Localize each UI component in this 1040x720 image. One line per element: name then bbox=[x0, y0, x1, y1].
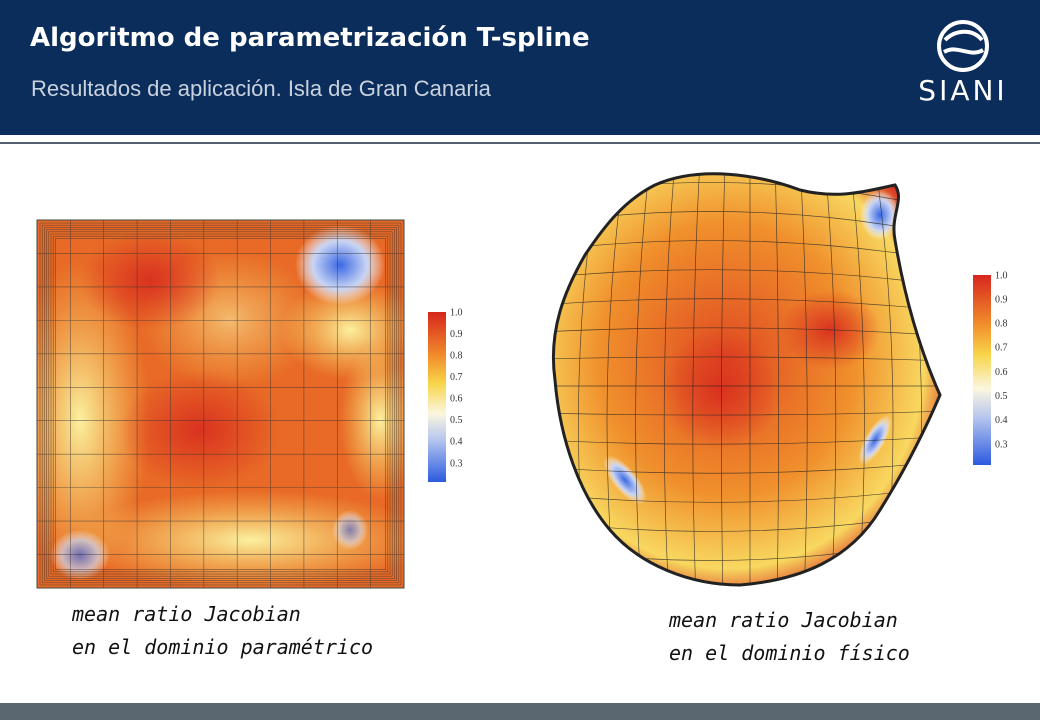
colorbar-label: 0.6 bbox=[995, 367, 1008, 378]
colorbar-label: 0.9 bbox=[995, 294, 1008, 305]
map-frame bbox=[36, 219, 405, 589]
mesh-line bbox=[521, 160, 550, 600]
caption: mean ratio Jacobian bbox=[71, 602, 301, 626]
colorbar bbox=[973, 275, 991, 465]
mesh-line bbox=[799, 173, 808, 586]
colorbar-label: 0.4 bbox=[450, 437, 463, 448]
mesh-line bbox=[721, 173, 726, 586]
mesh-line bbox=[41, 224, 400, 584]
colorbar-label: 0.3 bbox=[450, 458, 463, 469]
colorbar-label: 0.5 bbox=[995, 391, 1008, 402]
colorbar-label: 0.6 bbox=[450, 394, 463, 405]
mesh-line bbox=[635, 173, 651, 586]
mesh-line bbox=[692, 173, 701, 586]
caption: mean ratio Jacobian bbox=[668, 608, 898, 632]
mesh-line bbox=[553, 356, 940, 362]
mesh-line bbox=[553, 298, 940, 312]
colorbar-label: 0.9 bbox=[450, 329, 463, 340]
subtitle: Resultados de aplicación. Isla de Gran C… bbox=[31, 76, 492, 101]
colorbar bbox=[428, 312, 446, 482]
mesh-line bbox=[774, 173, 779, 586]
mesh-line bbox=[824, 173, 837, 586]
mesh-line bbox=[553, 410, 940, 416]
mesh-line bbox=[553, 460, 940, 474]
logo-text: SIANI bbox=[918, 74, 1007, 107]
colorbar-label: 0.8 bbox=[450, 350, 463, 361]
mesh-line bbox=[44, 227, 397, 581]
mesh-line bbox=[663, 173, 676, 586]
mesh-line bbox=[48, 231, 393, 577]
footer-bar bbox=[0, 703, 1040, 720]
logo: SIANI bbox=[918, 20, 1007, 107]
colorbar-label: 1.0 bbox=[450, 307, 463, 318]
mesh-line bbox=[52, 235, 389, 573]
mesh-line bbox=[55, 238, 386, 570]
colorbar-label: 0.5 bbox=[450, 415, 463, 426]
header-bar bbox=[0, 0, 1040, 135]
colorbar-label: 0.8 bbox=[995, 319, 1008, 330]
parametric-map bbox=[37, 220, 404, 588]
colorbar-label: 0.4 bbox=[995, 415, 1008, 426]
colorbar-label: 0.7 bbox=[995, 343, 1008, 354]
mesh-line bbox=[553, 327, 940, 337]
title: Algoritmo de parametrización T-spline bbox=[30, 23, 590, 53]
mesh-line bbox=[39, 222, 402, 586]
mesh-line bbox=[553, 240, 940, 262]
mesh-line bbox=[46, 229, 395, 579]
mesh-line bbox=[553, 269, 940, 287]
physical-map bbox=[521, 160, 942, 600]
colorbar-label: 1.0 bbox=[995, 270, 1008, 281]
colorbar-label: 0.3 bbox=[995, 439, 1008, 450]
caption: en el dominio físico bbox=[669, 641, 910, 665]
caption: en el dominio paramétrico bbox=[72, 635, 373, 659]
colorbar-label: 0.7 bbox=[450, 372, 463, 383]
mesh-line bbox=[50, 233, 391, 575]
mesh-line bbox=[553, 435, 940, 445]
